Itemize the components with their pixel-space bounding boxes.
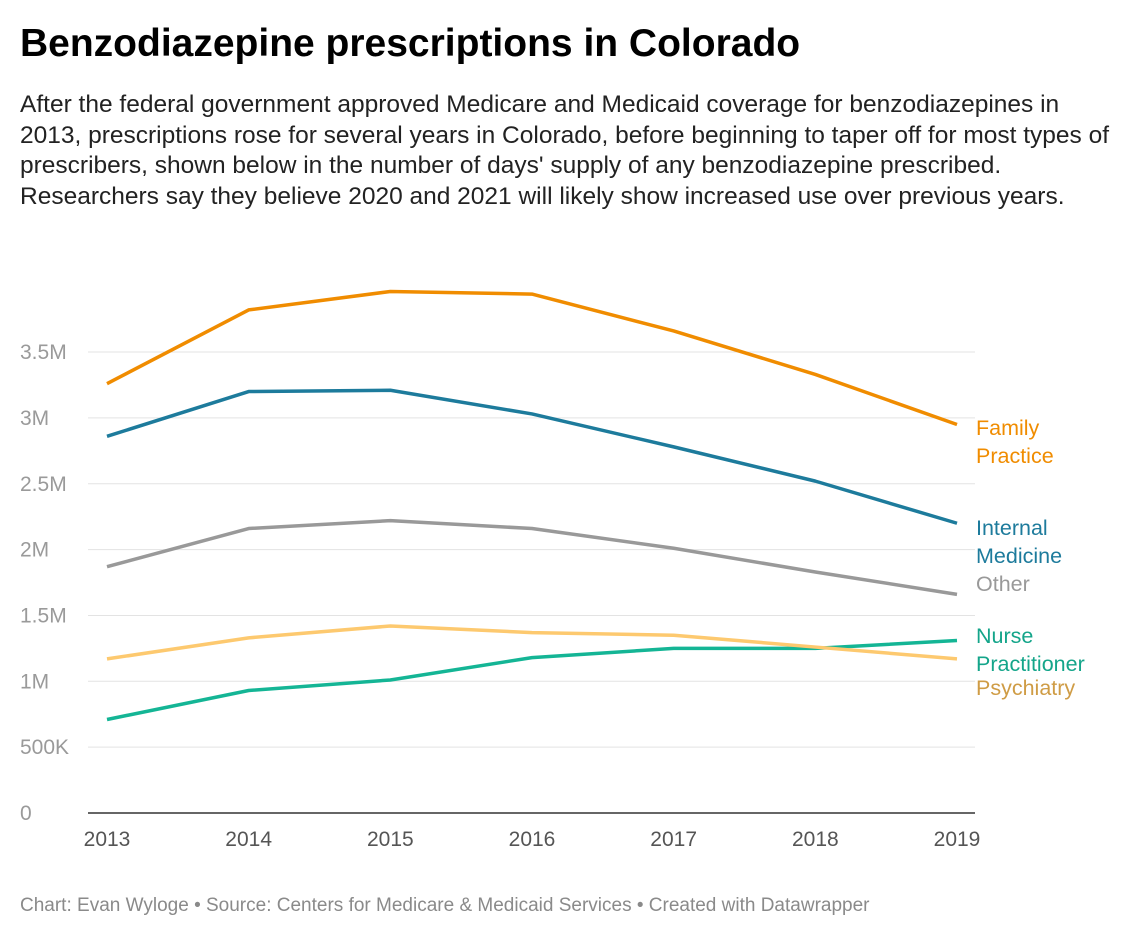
x-tick-label: 2019: [934, 828, 981, 851]
y-tick-label: 3M: [20, 407, 49, 430]
line-chart: 0 500K 1M 1.5M 2M 2.5M 3M 3.5M 2013 2014 2015 2016 2…: [20, 289, 1085, 851]
series-line-nurse-practitioner: [106, 638, 958, 722]
y-tick-label: 2.5M: [20, 473, 67, 496]
chart-title: Benzodiazepine prescriptions in Colorado: [20, 22, 801, 65]
y-tick-label: 3.5M: [20, 341, 67, 364]
series-label: Family: [976, 416, 1040, 440]
y-tick-label: 0: [20, 802, 32, 825]
x-tick-label: 2017: [650, 828, 697, 851]
x-tick-label: 2016: [509, 828, 556, 851]
series-line-other: [106, 518, 958, 597]
series-line-psychiatry: [106, 624, 958, 661]
x-tick-label: 2014: [225, 828, 272, 851]
x-tick-label: 2013: [84, 828, 131, 851]
series-label: Medicine: [976, 544, 1062, 568]
series-label: Practitioner: [976, 652, 1085, 676]
y-tick-label: 2M: [20, 539, 49, 562]
series-label: Other: [976, 572, 1030, 596]
y-tick-label: 1.5M: [20, 604, 67, 627]
series-label: Psychiatry: [976, 676, 1075, 700]
y-tick-label: 1M: [20, 670, 49, 693]
chart-footer: Chart: Evan Wyloge • Source: Centers for…: [20, 895, 870, 916]
series-line-internal-medicine: [106, 388, 958, 525]
x-tick-label: 2015: [367, 828, 414, 851]
series-label: Internal: [976, 516, 1048, 540]
series-label: Nurse: [976, 624, 1033, 648]
series-line-family-practice: [106, 289, 958, 427]
x-tick-label: 2018: [792, 828, 839, 851]
chart-subtitle: After the federal government approved Me…: [20, 91, 1110, 210]
y-tick-label: 500K: [20, 736, 69, 759]
series-label: Practice: [976, 444, 1054, 468]
